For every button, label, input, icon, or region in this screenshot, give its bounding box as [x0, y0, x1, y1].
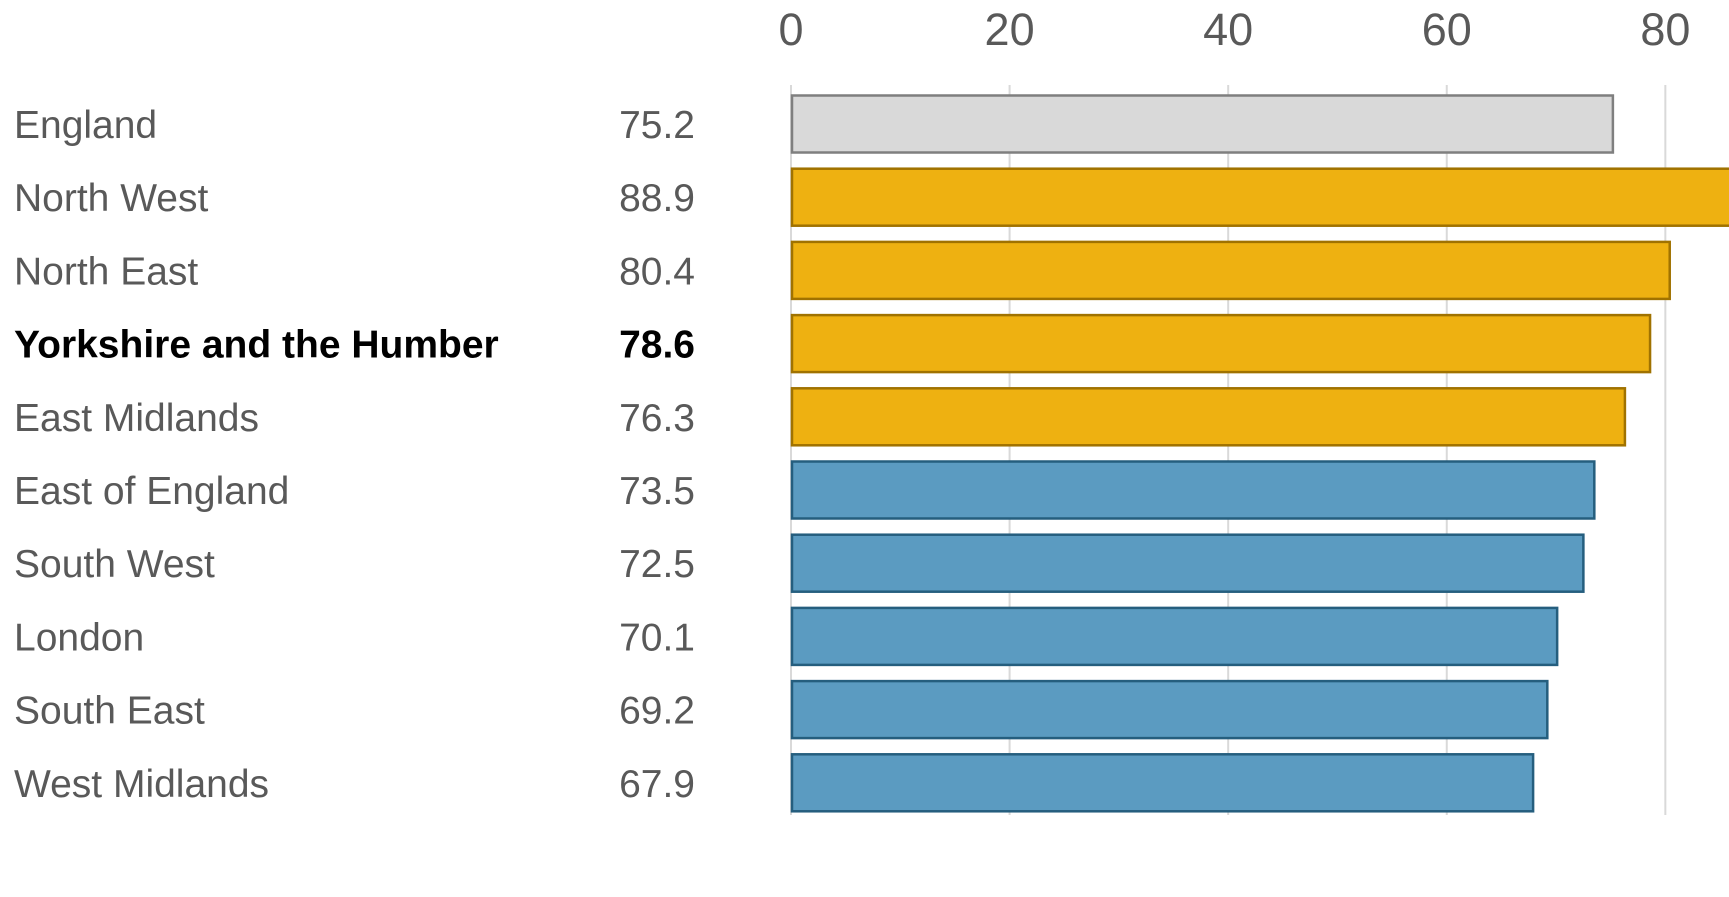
value-label: 72.5 [619, 543, 695, 586]
category-label: South West [14, 543, 215, 586]
value-label: 69.2 [619, 690, 695, 733]
category-label: North West [14, 177, 208, 220]
bar-south-east [790, 679, 1549, 740]
category-label: West Midlands [14, 763, 269, 806]
value-label: 88.9 [619, 177, 695, 220]
category-label: Yorkshire and the Humber [14, 324, 499, 367]
bar-england [790, 94, 1615, 154]
category-label: East of England [14, 470, 289, 513]
category-label: South East [14, 690, 205, 733]
x-tick-label-0: 0 [778, 4, 803, 55]
bar-west-midlands [790, 753, 1535, 813]
bar-north-east [790, 240, 1671, 301]
value-labels: 75.2 88.9 80.4 78.6 76.3 73.5 72.5 70.1 69.2 67.9 [619, 104, 695, 806]
bar-north-west [790, 167, 1729, 227]
bar-east-midlands [790, 387, 1627, 447]
category-labels: England North West North East Yorkshire and… [14, 104, 499, 806]
value-label: 70.1 [619, 616, 695, 659]
bar-london [790, 606, 1559, 667]
value-label: 76.3 [619, 397, 695, 440]
value-label: 73.5 [619, 470, 695, 513]
x-tick-label-20: 20 [985, 4, 1035, 55]
x-axis-ticks: 0 20 40 60 80 [778, 4, 1690, 55]
value-label: 80.4 [619, 250, 695, 293]
category-label: London [14, 616, 144, 659]
category-label: North East [14, 250, 198, 293]
bar-yorkshire-and-the-humber [790, 313, 1652, 374]
category-label: East Midlands [14, 397, 259, 440]
bar-east-of-england [790, 460, 1596, 520]
bar-south-west [790, 533, 1585, 593]
value-label: 75.2 [619, 104, 695, 147]
x-tick-label-40: 40 [1203, 4, 1253, 55]
category-label: England [14, 104, 157, 147]
value-label: 67.9 [619, 763, 695, 806]
x-tick-label-80: 80 [1640, 4, 1690, 55]
value-label: 78.6 [619, 324, 695, 367]
x-tick-label-60: 60 [1422, 4, 1472, 55]
bars [790, 94, 1729, 813]
